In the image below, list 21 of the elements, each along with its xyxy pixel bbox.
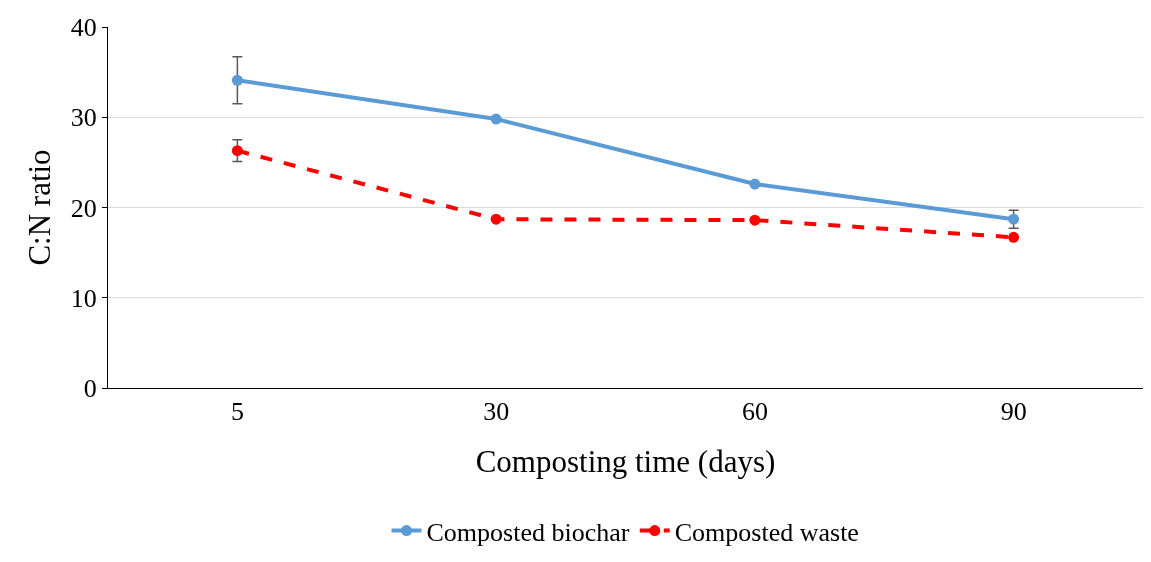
point <box>231 145 243 157</box>
x-tick-label: 5 <box>230 397 244 427</box>
y-tick-label: 20 <box>70 193 97 223</box>
y-tick-label: 10 <box>70 283 97 313</box>
legend-label: Composted waste <box>674 517 859 547</box>
legend-label: Composted biochar <box>426 517 630 547</box>
point <box>749 214 761 226</box>
point <box>1008 231 1020 243</box>
x-axis-title: Composting time (days) <box>475 444 776 480</box>
point <box>490 113 502 125</box>
point <box>231 74 243 86</box>
y-tick-label: 0 <box>83 374 97 404</box>
y-axis-title: C:N ratio <box>22 149 58 266</box>
x-tick-label: 60 <box>741 397 768 427</box>
point <box>1008 213 1020 225</box>
point <box>749 178 761 190</box>
x-tick-label: 90 <box>1000 397 1027 427</box>
point <box>490 213 502 225</box>
y-tick-label: 30 <box>70 103 97 133</box>
y-tick-label: 40 <box>70 13 97 43</box>
x-tick-label: 30 <box>483 397 510 427</box>
